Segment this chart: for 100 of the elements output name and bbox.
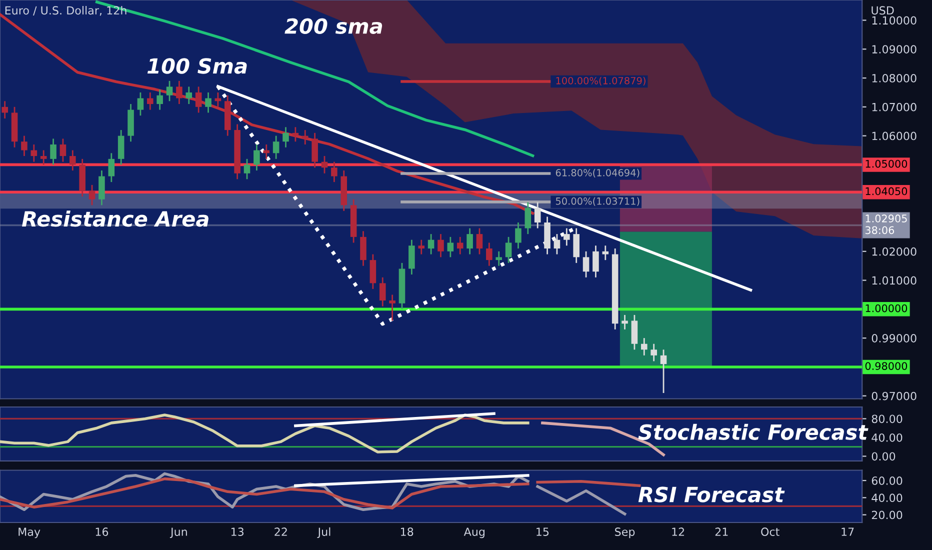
candlestick <box>602 244 609 261</box>
candlestick <box>554 233 560 255</box>
candlestick <box>486 242 492 267</box>
annotation: RSI Forecast <box>638 486 785 502</box>
line-series <box>0 477 530 510</box>
ref-line-label: 0.98000 <box>865 362 908 370</box>
candlestick <box>631 314 638 350</box>
ref-line-label: 1.02905 38:06 <box>865 214 907 234</box>
candlestick <box>137 92 144 116</box>
y-tick-label: 80.00 <box>872 414 902 424</box>
candlestick <box>524 202 532 235</box>
band-label: Resistance Area <box>22 210 208 227</box>
candlestick <box>166 80 173 102</box>
line-series <box>536 485 626 516</box>
y-axis-title: USD <box>872 6 894 15</box>
candlestick <box>456 236 464 255</box>
annotation: 200 sma <box>284 18 382 34</box>
annotation: Stochastic Forecast <box>638 424 868 440</box>
candlestick <box>428 233 434 255</box>
candlestick <box>379 276 386 307</box>
candlestick <box>515 222 522 250</box>
ref-line-label: 1.05000 <box>866 160 908 168</box>
candlestick <box>641 337 648 356</box>
x-tick-label: 13 <box>231 528 244 536</box>
chart-title: Euro / U.S. Dollar, 12h <box>5 6 126 16</box>
y-tick-label: 1.07000 <box>872 102 916 112</box>
candlestick <box>447 236 454 258</box>
y-tick-label: 1.06000 <box>872 132 916 140</box>
candlestick <box>176 80 182 105</box>
candlestick <box>2 100 8 120</box>
x-tick-label: Sep <box>615 528 635 538</box>
x-tick-label: 21 <box>715 528 728 536</box>
candlestick <box>564 228 570 246</box>
x-tick-label: 17 <box>842 528 854 536</box>
x-tick-label: May <box>18 528 40 538</box>
candlestick <box>573 228 580 264</box>
candlestick <box>205 92 212 114</box>
candlestick <box>321 155 328 174</box>
y-tick-label: 1.08000 <box>872 74 916 82</box>
y-tick-label: 1.02000 <box>872 247 916 256</box>
candlestick <box>505 236 512 264</box>
x-tick-label: Jun <box>170 528 187 538</box>
series-label: 61.80%(1.04694) <box>556 168 640 178</box>
y-tick-label: 40.00 <box>872 494 902 502</box>
candlestick <box>660 348 667 394</box>
candlestick <box>650 343 657 362</box>
candlestick <box>292 126 299 142</box>
candlestick <box>118 129 124 166</box>
candlestick <box>214 92 222 108</box>
candlestick <box>244 158 250 180</box>
candlestick <box>195 86 202 114</box>
x-tick-label: Aug <box>464 528 484 538</box>
y-tick-label: 60.00 <box>872 476 902 485</box>
ref-line-label: 1.04050 <box>866 187 908 196</box>
x-tick-label: Jul <box>317 527 330 538</box>
candlestick <box>622 314 628 330</box>
candlestick <box>331 161 338 183</box>
candlestick <box>146 92 154 110</box>
y-tick-label: 0.99000 <box>872 334 916 342</box>
x-tick-label: 12 <box>672 528 684 536</box>
candlestick <box>389 294 396 322</box>
x-tick-label: 15 <box>536 528 549 536</box>
line-series <box>0 414 530 454</box>
x-tick-label: Oct <box>761 528 780 536</box>
candlestick <box>360 230 366 267</box>
candlestick <box>21 135 28 157</box>
candlestick <box>312 132 318 168</box>
series-label: 100.00%(1.07879) <box>556 76 646 86</box>
candlestick <box>582 250 590 278</box>
candlestick <box>408 239 415 276</box>
y-tick-label: 1.01000 <box>872 276 916 285</box>
y-tick-label: 0.97000 <box>872 392 916 400</box>
candlestick <box>438 233 444 258</box>
annotation: 100 Sma <box>147 58 247 74</box>
candlestick <box>186 86 192 105</box>
candlestick <box>282 126 289 148</box>
x-tick-label: 16 <box>96 528 108 536</box>
candlestick <box>254 144 260 172</box>
candlestick <box>88 184 96 206</box>
ref-line-label: 1.00000 <box>866 304 908 312</box>
candlestick <box>40 150 47 166</box>
candlestick <box>98 170 105 206</box>
x-tick-label: 22 <box>274 528 287 536</box>
y-tick-label: 40.00 <box>872 433 902 442</box>
candlestick <box>496 250 502 267</box>
candlestick <box>108 152 115 183</box>
candlestick <box>272 135 280 160</box>
candlestick <box>70 150 76 172</box>
candlestick <box>30 144 38 163</box>
candlestick <box>466 228 473 255</box>
y-tick-label: 20.00 <box>872 510 902 520</box>
candlestick <box>50 138 56 166</box>
candlestick <box>156 88 163 110</box>
y-tick-label: 0.00 <box>872 452 896 461</box>
candlestick <box>418 239 425 255</box>
series-label: 50.00%(1.03711) <box>556 197 640 206</box>
candlestick <box>370 254 376 290</box>
x-tick-label: 18 <box>400 528 414 536</box>
y-tick-label: 1.10000 <box>872 16 916 25</box>
candlestick <box>592 244 599 278</box>
